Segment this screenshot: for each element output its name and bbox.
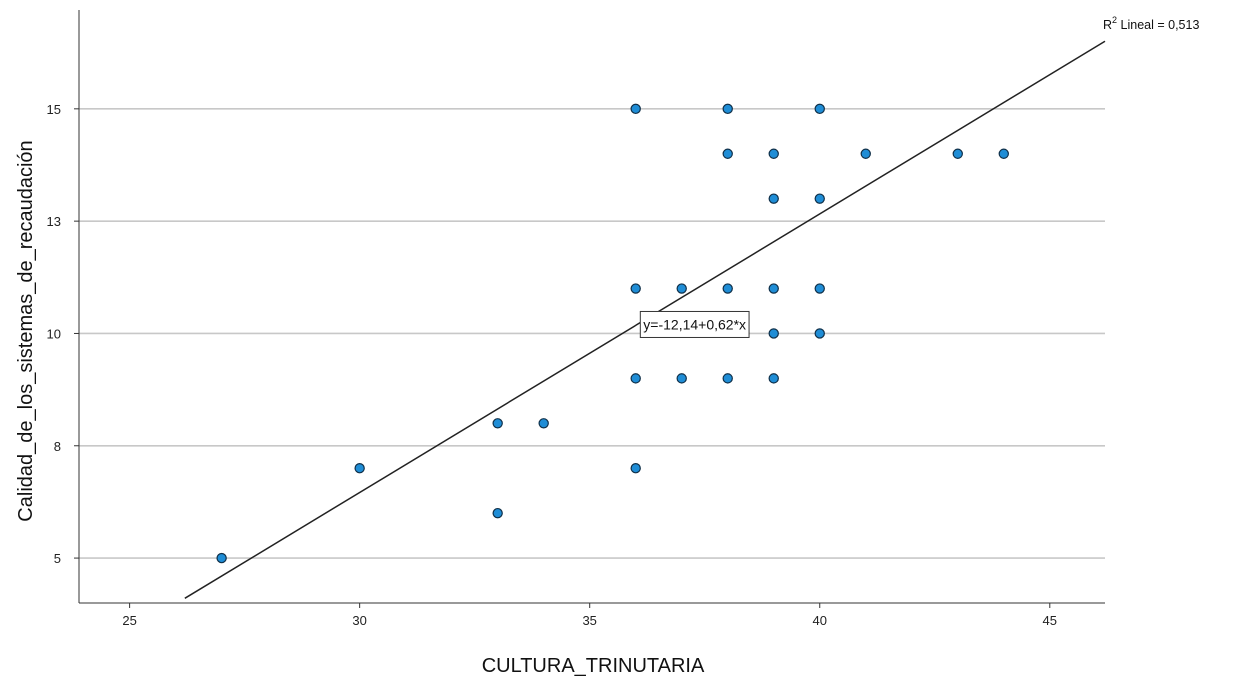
data-point [538,418,549,429]
data-point [676,373,687,384]
grid-lines [79,108,1105,559]
x-tick-label: 35 [582,613,596,628]
x-axis-title: CULTURA_TRINUTARIA [482,655,705,677]
y-tick-label: 10 [47,326,61,341]
data-point [768,283,779,294]
r-squared-superscript: 2 [1112,15,1117,25]
y-tick-label: 8 [54,439,61,454]
data-point [722,373,733,384]
data-point [768,148,779,159]
data-point [722,103,733,115]
x-tick-label: 30 [352,613,366,628]
data-point [216,552,227,564]
data-point [630,463,641,474]
r-squared-suffix: Lineal = 0,513 [1117,18,1199,32]
y-tick-label: 13 [47,214,61,229]
x-tick-label: 40 [813,613,827,628]
data-point [630,103,641,115]
data-point [492,507,503,519]
data-point [492,418,503,429]
data-point [814,328,825,339]
r-squared-prefix: R [1103,18,1112,32]
equation-box [639,310,750,338]
data-point [768,373,779,384]
data-point [354,463,365,474]
data-point [722,283,733,294]
data-point [630,373,641,384]
x-tick-label: 45 [1043,613,1057,628]
data-point [768,193,779,204]
y-tick-label: 5 [54,551,61,566]
data-point [814,103,825,115]
equation-label: y=-12,14+0,62*x [643,316,746,332]
data-point [814,283,825,294]
data-point [998,148,1009,159]
data-point [860,148,871,159]
equation-box-group: y=-12,14+0,62*x [639,310,750,338]
data-point [676,283,687,294]
y-tick-label: 15 [47,102,61,117]
tick-labels: 25 30 35 40 45 5 8 10 13 15 [47,102,1057,628]
data-points [216,103,1009,564]
axes [78,10,1105,604]
y-axis-title: Calidad_de_los_sistemas_de_recaudación [15,140,37,521]
data-point [768,328,779,339]
r-squared-label: R2 Lineal = 0,513 [1103,15,1199,32]
x-tick-label: 25 [122,613,136,628]
data-point [814,193,825,204]
data-point [630,283,641,294]
data-point [952,148,963,159]
data-point [722,148,733,159]
